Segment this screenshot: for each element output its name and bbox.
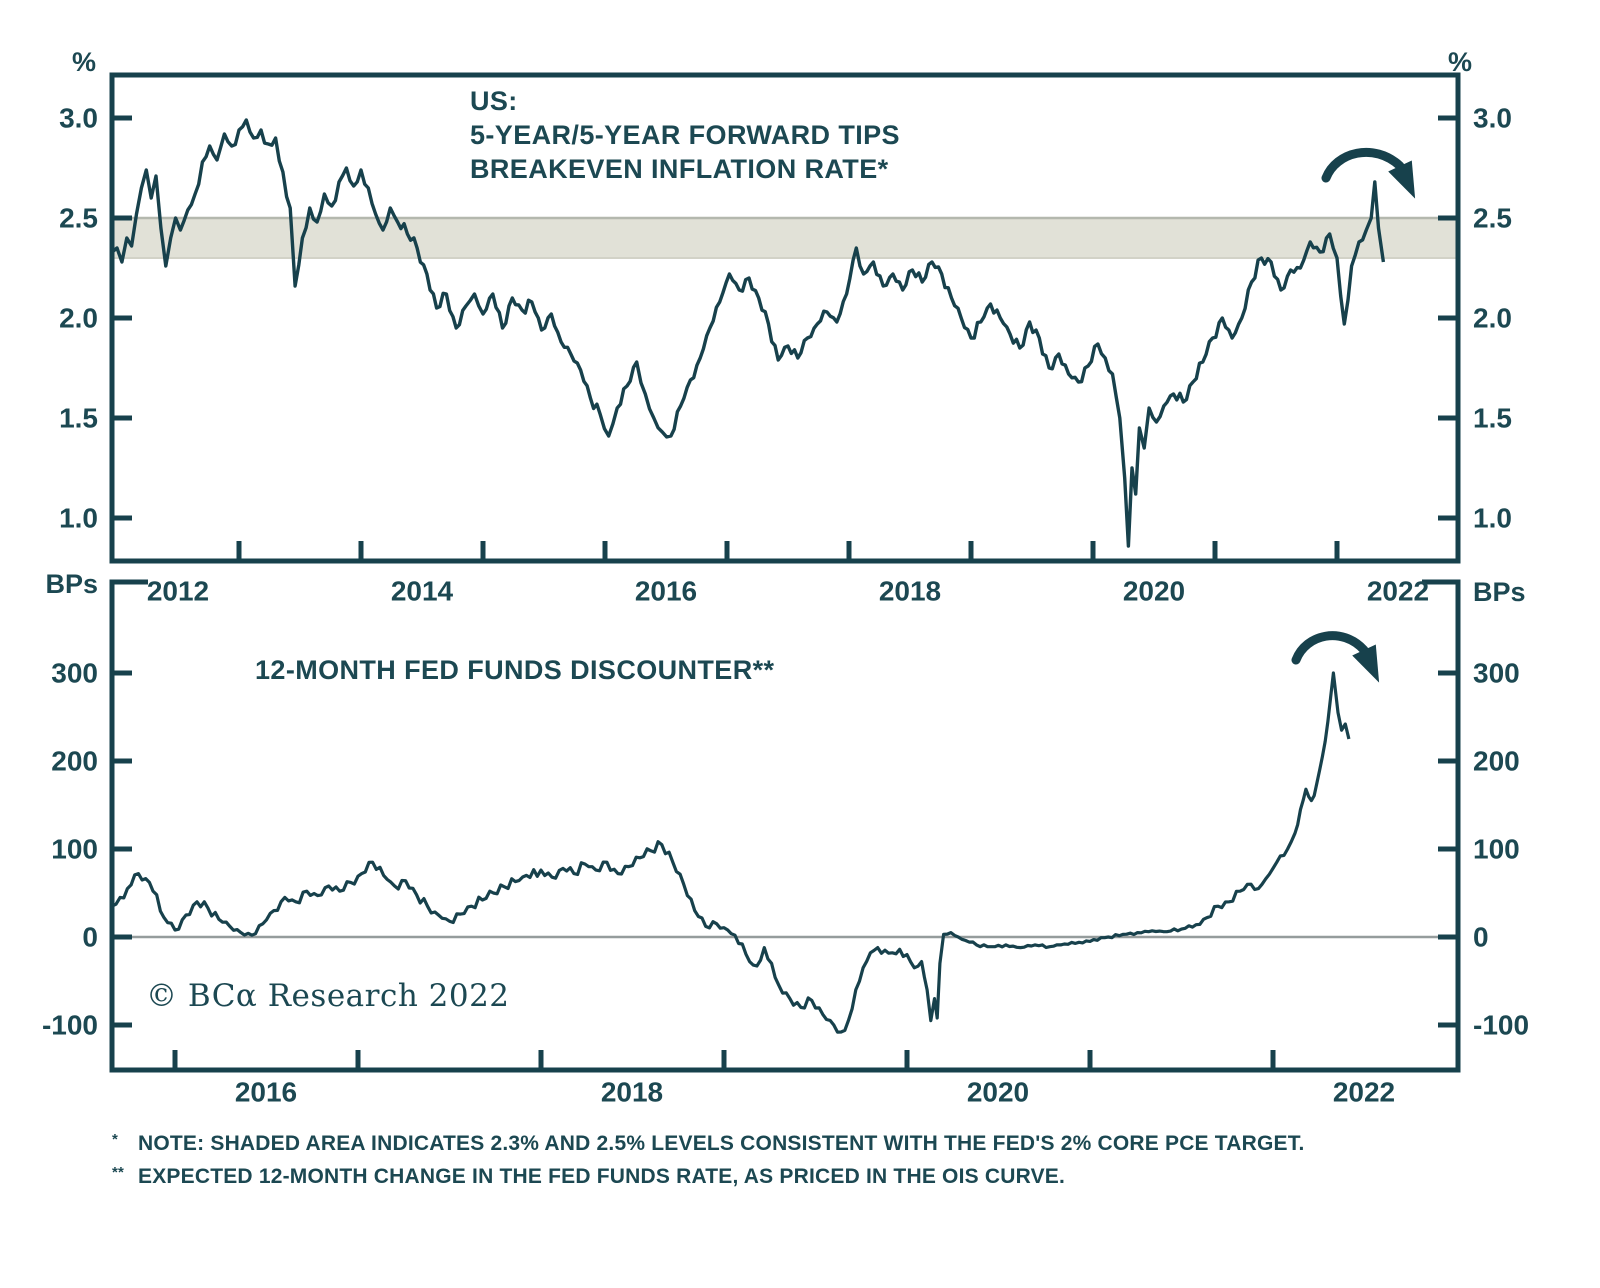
footnote-2: ** EXPECTED 12-MONTH CHANGE IN THE FED FU…: [112, 1161, 1304, 1194]
y-tick-label-right: 0: [1473, 922, 1489, 953]
y-tick-label-right: -100: [1473, 1010, 1529, 1041]
top-chart-title-line2: 5-YEAR/5-YEAR FORWARD TIPS: [470, 120, 900, 150]
percent-label-left: %: [72, 47, 96, 77]
y-tick-label-right: 2.5: [1473, 203, 1512, 234]
bps-label-left: BPs: [45, 569, 98, 599]
tips-breakeven-line: [111, 118, 1386, 548]
target-band: [112, 218, 1458, 258]
y-tick-label-right: 100: [1473, 834, 1520, 865]
y-tick-label-left: 300: [51, 658, 98, 689]
fed-funds-discounter-line: [111, 671, 1351, 1034]
y-tick-label-right: 2.0: [1473, 303, 1512, 334]
footnote-1-text: NOTE: SHADED AREA INDICATES 2.3% AND 2.5…: [138, 1132, 1305, 1155]
footnotes: * NOTE: SHADED AREA INDICATES 2.3% AND 2.…: [112, 1128, 1304, 1194]
x-year-label-top: 2018: [879, 576, 941, 607]
footnote-1-mark: *: [112, 1131, 119, 1148]
y-tick-label-left: 200: [51, 746, 98, 777]
bottom-chart-title: 12-MONTH FED FUNDS DISCOUNTER**: [255, 655, 775, 685]
x-year-label-bottom: 2016: [235, 1077, 297, 1108]
y-tick-label-right: 300: [1473, 658, 1520, 689]
y-tick-label-left: 0: [82, 922, 98, 953]
y-tick-label-right: 3.0: [1473, 103, 1512, 134]
bottom-panel-frame: [109, 579, 1461, 1073]
footnote-2-text: EXPECTED 12-MONTH CHANGE IN THE FED FUND…: [138, 1165, 1066, 1188]
top-chart-title-line3: BREAKEVEN INFLATION RATE*: [470, 154, 889, 184]
top-chart-title: US: 5-YEAR/5-YEAR FORWARD TIPS BREAKEVEN…: [470, 84, 900, 186]
x-year-label-top: 2012: [147, 576, 209, 607]
y-tick-label-left: 2.0: [59, 303, 98, 334]
y-tick-label-right: 1.0: [1473, 503, 1512, 534]
x-year-label-top: 2020: [1123, 576, 1185, 607]
x-year-label-bottom: 2020: [967, 1077, 1029, 1108]
y-tick-label-left: 1.0: [59, 503, 98, 534]
x-year-label-top: 2022: [1367, 576, 1429, 607]
y-tick-label-right: 200: [1473, 746, 1520, 777]
x-year-label-top: 2016: [635, 576, 697, 607]
top-chart-title-line1: US:: [470, 86, 518, 116]
copyright-notice: © BCα Research 2022: [146, 978, 510, 1014]
footnote-2-mark: **: [112, 1164, 125, 1181]
x-year-label-top: 2014: [391, 576, 454, 607]
trend-arrow-bottom-panel: [1291, 631, 1369, 665]
bps-label-right: BPs: [1473, 577, 1526, 607]
y-tick-label-right: 1.5: [1473, 403, 1512, 434]
y-tick-label-left: 2.5: [59, 203, 98, 234]
y-tick-label-left: 3.0: [59, 103, 98, 134]
x-year-label-bottom: 2022: [1333, 1077, 1395, 1108]
trend-arrow-bottom-panel-head: [1352, 644, 1380, 683]
footnote-1: * NOTE: SHADED AREA INDICATES 2.3% AND 2.…: [112, 1128, 1304, 1161]
y-tick-label-left: -100: [42, 1010, 98, 1041]
y-tick-label-left: 100: [51, 834, 98, 865]
percent-label-right: %: [1448, 47, 1472, 77]
y-tick-label-left: 1.5: [59, 403, 98, 434]
trend-arrow-top-panel: [1321, 147, 1405, 183]
trend-arrow-top-panel-head: [1388, 160, 1416, 199]
x-year-label-bottom: 2018: [601, 1077, 663, 1108]
